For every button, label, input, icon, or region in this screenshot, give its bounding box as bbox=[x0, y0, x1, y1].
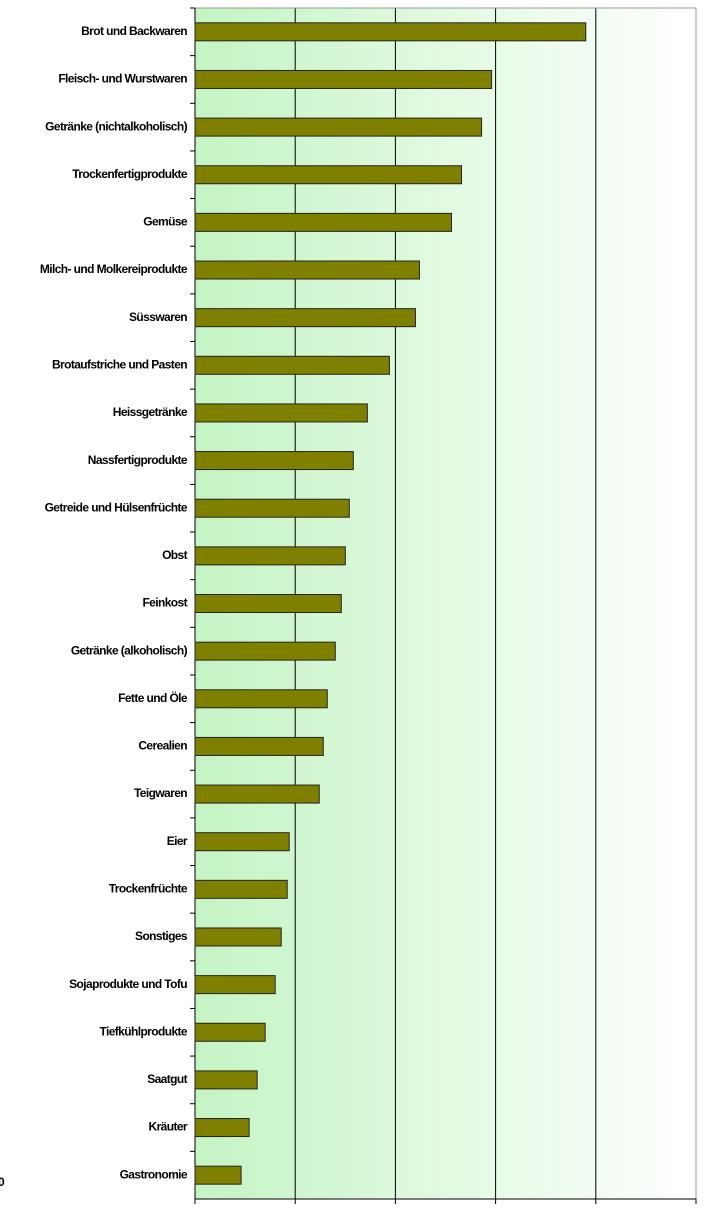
y-tick-label: Gastronomie bbox=[120, 1167, 188, 1181]
y-tick-label: Teigwaren bbox=[134, 786, 187, 800]
y-tick-label: Kräuter bbox=[149, 1120, 188, 1134]
y-tick-label: Cerealien bbox=[138, 739, 187, 753]
y-tick-label: Saatgut bbox=[147, 1072, 187, 1086]
bar bbox=[194, 403, 368, 423]
y-tick-label: Heissgetränke bbox=[113, 405, 188, 419]
y-tick-label: Trockenfrüchte bbox=[109, 882, 188, 896]
bar bbox=[194, 212, 453, 232]
bar bbox=[194, 736, 324, 756]
bar bbox=[194, 498, 350, 518]
y-tick-label: Feinkost bbox=[142, 596, 187, 610]
bar bbox=[194, 975, 276, 995]
y-tick-label: Gemüse bbox=[143, 215, 188, 229]
annotation: 0 bbox=[0, 1175, 5, 1189]
y-tick-label: Getränke (alkoholisch) bbox=[71, 643, 188, 657]
y-tick-label: Brot und Backwaren bbox=[81, 24, 187, 38]
y-tick-label: Sojaprodukte und Tofu bbox=[69, 977, 187, 991]
y-tick-label: Getränke (nichtalkoholisch) bbox=[45, 119, 187, 133]
bar bbox=[194, 641, 336, 661]
y-tick-label: Fleisch- und Wurstwaren bbox=[58, 72, 187, 86]
bar bbox=[194, 451, 354, 471]
bar bbox=[194, 879, 288, 899]
y-tick-label: Milch- und Molkereiprodukte bbox=[40, 262, 188, 276]
y-tick-label: Trockenfertigprodukte bbox=[72, 167, 188, 181]
bar bbox=[194, 308, 416, 328]
bar bbox=[194, 832, 290, 852]
bar bbox=[194, 260, 420, 280]
bar bbox=[194, 689, 328, 709]
bar bbox=[194, 1022, 266, 1042]
bar bbox=[194, 165, 463, 185]
bar bbox=[194, 1165, 242, 1185]
bar bbox=[194, 784, 320, 804]
bar bbox=[194, 1070, 258, 1090]
y-tick-label: Brotaufstriche und Pasten bbox=[52, 357, 187, 371]
bar bbox=[194, 22, 587, 42]
bar bbox=[194, 355, 390, 375]
y-tick-label: Nassfertigprodukte bbox=[88, 453, 188, 467]
bar bbox=[194, 546, 346, 566]
y-tick-label: Eier bbox=[167, 834, 188, 848]
bar bbox=[194, 69, 493, 89]
bar bbox=[194, 1118, 250, 1138]
y-tick-label: Sonstiges bbox=[135, 929, 188, 943]
y-tick-label: Getreide und Hülsenfrüchte bbox=[45, 500, 188, 514]
y-tick-label: Fette und Öle bbox=[118, 690, 188, 705]
y-tick-label: Süsswaren bbox=[129, 310, 187, 324]
bar bbox=[194, 594, 342, 613]
y-tick-label: Tiefkühlprodukte bbox=[99, 1024, 187, 1038]
bar bbox=[194, 117, 483, 137]
y-tick-label: Obst bbox=[162, 548, 188, 562]
bar bbox=[194, 927, 282, 947]
